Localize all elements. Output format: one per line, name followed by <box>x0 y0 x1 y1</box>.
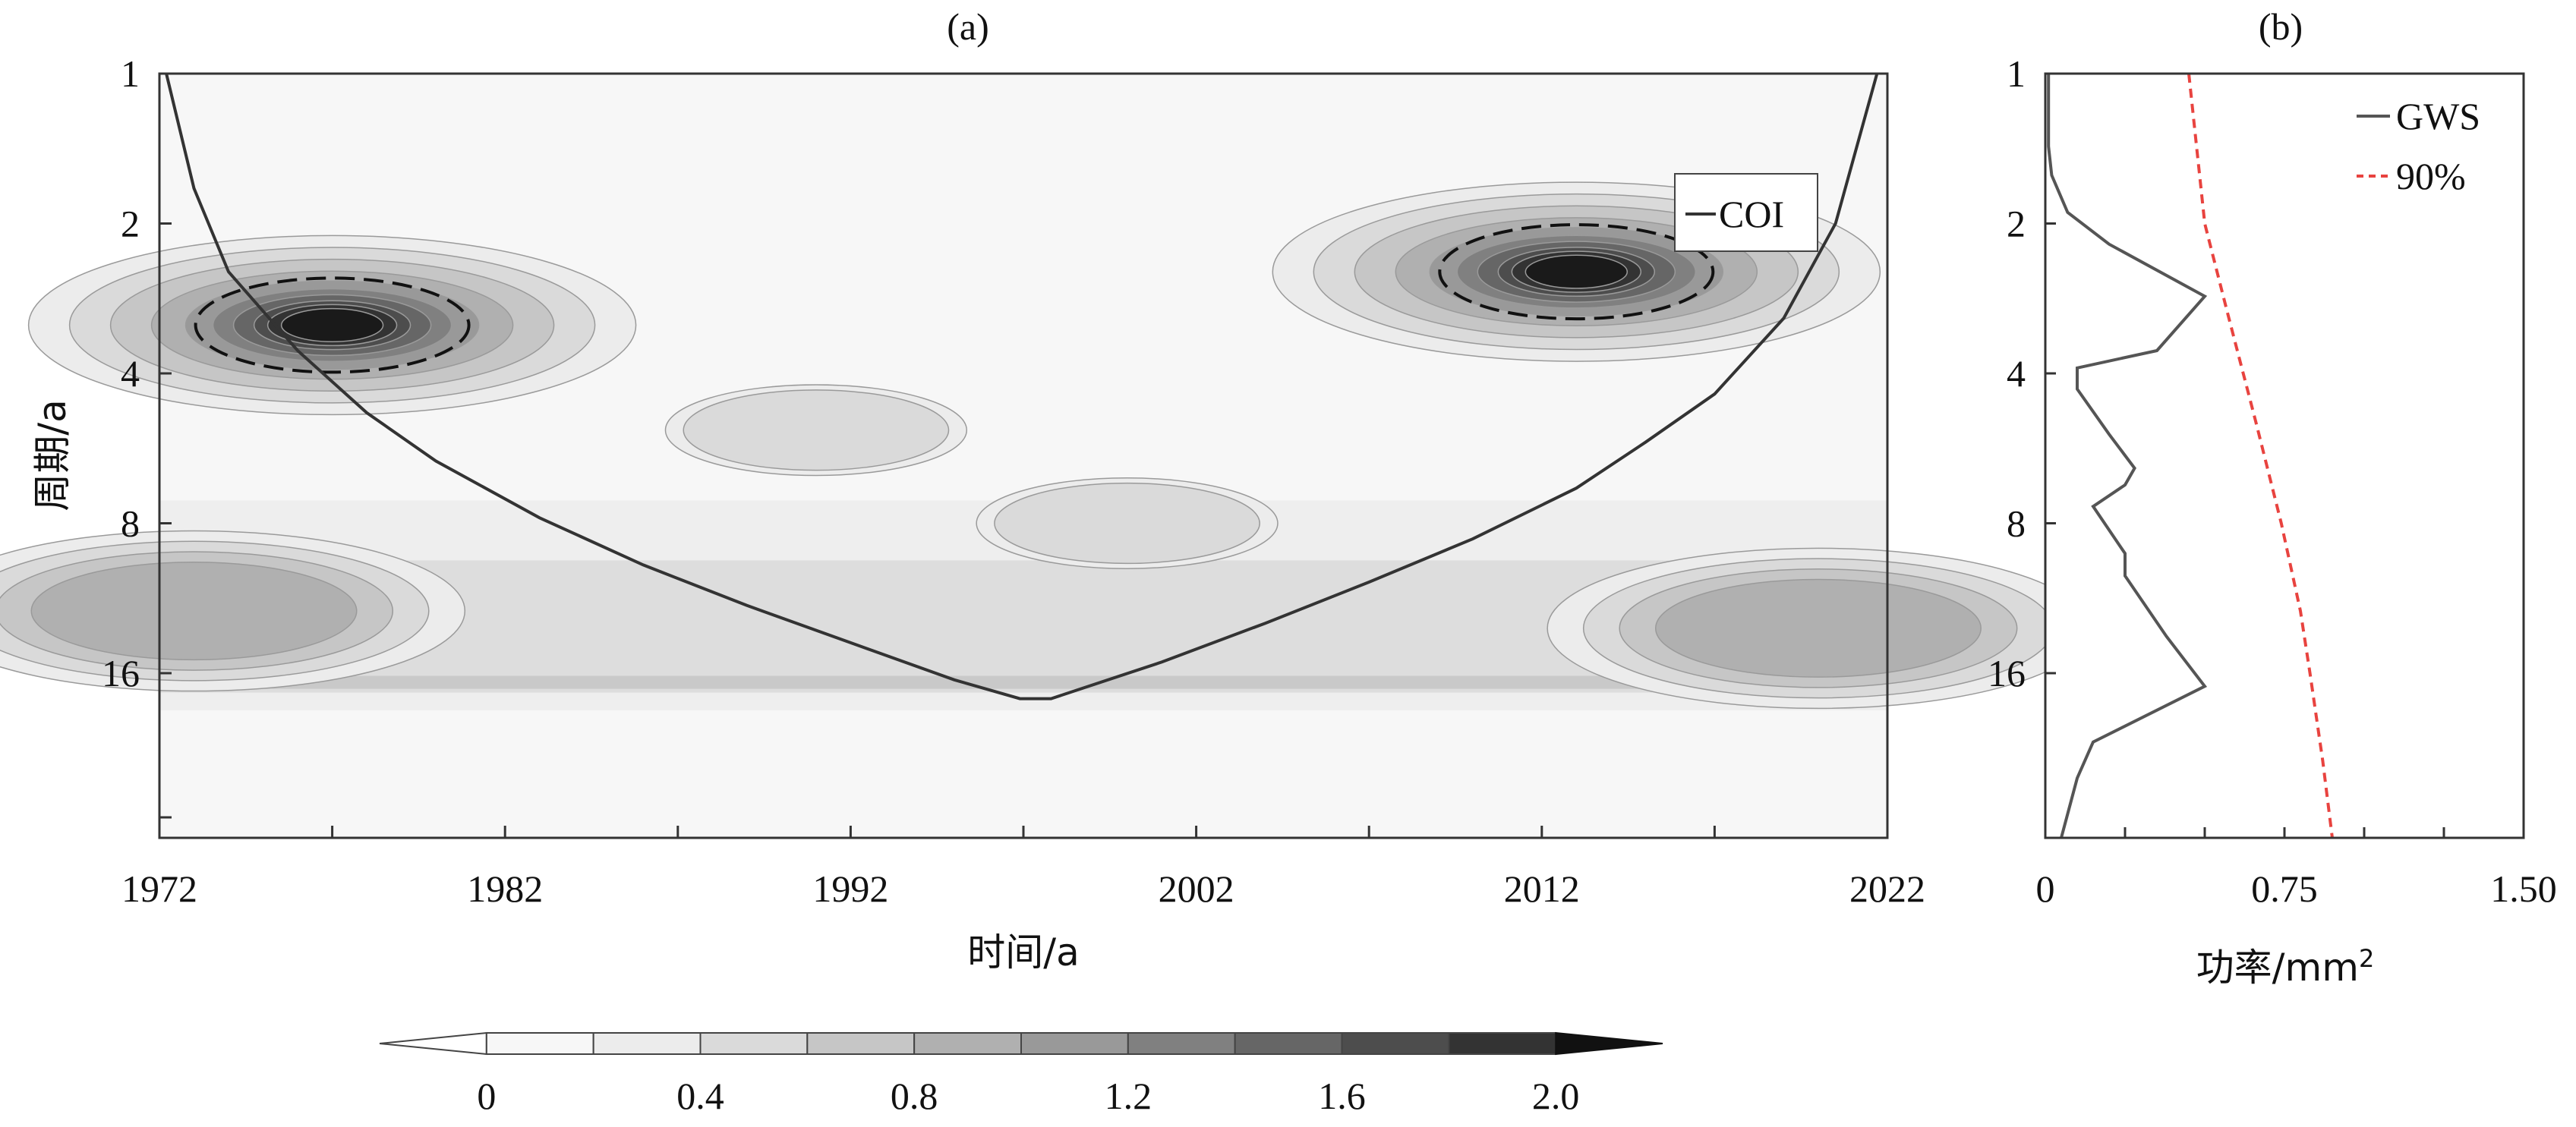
y-tick-label: 8 <box>121 502 140 545</box>
colorbar-tick-labels: 0 0.4 0.8 1.2 1.6 2.0 <box>477 1075 1579 1117</box>
colorbar-segment <box>1234 1032 1343 1055</box>
y-tick-label: 2 <box>121 203 140 245</box>
colorbar-high-cap <box>1555 1031 1663 1056</box>
y-tick-label: 1 <box>121 52 140 95</box>
colorbar-segment <box>485 1032 594 1055</box>
y-tick-label: 8 <box>2007 502 2026 545</box>
spectrum-series <box>2047 73 2334 839</box>
colorbar-tick-label: 0 <box>477 1075 496 1117</box>
panel-b-label: (b) <box>2259 5 2303 48</box>
x-tick-label: 0.75 <box>2251 867 2318 910</box>
colorbar-segment <box>699 1032 809 1055</box>
wavelet-plot: 1972 1982 1992 2002 2012 2022 1 2 4 8 16 COI <box>0 52 2090 910</box>
gws-line <box>2047 74 2208 839</box>
power-contour <box>280 307 384 342</box>
colorbar-tick-label: 2.0 <box>1532 1075 1580 1117</box>
power-contour <box>683 389 950 471</box>
significance-contour <box>1438 223 1715 321</box>
y-tick-label: 16 <box>102 652 140 694</box>
coi-legend: COI <box>1674 173 1818 252</box>
power-contours <box>0 181 2090 710</box>
significance-90-line <box>2187 73 2334 839</box>
y-tick-label: 2 <box>2007 203 2026 245</box>
y-tick-label: 1 <box>2007 52 2026 95</box>
coi-layer <box>165 73 1879 700</box>
power-band <box>159 675 1887 689</box>
colorbar-segment <box>1341 1032 1450 1055</box>
x-tick-label: 2022 <box>1849 867 1925 910</box>
coi-legend-label: COI <box>1719 193 1784 235</box>
colorbar-segment <box>806 1032 916 1055</box>
colorbar-low-cap <box>379 1031 487 1056</box>
colorbar-segment <box>913 1032 1022 1055</box>
colorbar-segment <box>592 1032 702 1055</box>
x-tick-label: 1992 <box>812 867 888 910</box>
y-tick-label: 4 <box>121 352 140 395</box>
x-tick-label: 1982 <box>467 867 543 910</box>
x-tick-label: 1972 <box>121 867 197 910</box>
x-axis-title-b: 功率/mm2 <box>2196 944 2375 990</box>
y-axis-ticks: 1 2 4 8 16 <box>102 52 172 819</box>
y-tick-label: 4 <box>2007 352 2026 395</box>
x-tick-label: 2002 <box>1159 867 1234 910</box>
global-spectrum-plot: 0 0.75 1.50 1 2 4 8 16 GWS 90% <box>1988 52 2557 910</box>
gws-legend-label: GWS <box>2396 95 2480 137</box>
colorbar-segment <box>1020 1032 1129 1055</box>
x-tick-label: 1.50 <box>2490 867 2557 910</box>
spectrum-y-ticks: 1 2 4 8 16 <box>1988 52 2056 694</box>
panel-a-label: (a) <box>947 5 989 48</box>
power-contour <box>30 561 358 661</box>
x-tick-label: 2012 <box>1504 867 1580 910</box>
significance-contour <box>194 276 471 374</box>
colorbar-tick-label: 1.2 <box>1105 1075 1152 1117</box>
y-axis-title-a: 周期/a <box>30 399 74 512</box>
colorbar-segment <box>1127 1032 1236 1055</box>
colorbar-tick-label: 0.4 <box>676 1075 724 1117</box>
spectrum-legend: GWS 90% <box>2357 95 2480 197</box>
colorbar <box>379 1031 1663 1056</box>
power-contour <box>1524 254 1629 289</box>
colorbar-segment <box>1448 1032 1557 1055</box>
colorbar-tick-label: 1.6 <box>1318 1075 1366 1117</box>
coi-curve <box>165 73 1879 700</box>
p90-legend-label: 90% <box>2396 155 2466 197</box>
x-axis-ticks: 1972 1982 1992 2002 2012 2022 <box>121 826 1925 910</box>
power-contour <box>1654 578 1982 678</box>
spectrum-x-ticks: 0 0.75 1.50 <box>2036 827 2557 910</box>
x-tick-label: 0 <box>2036 867 2055 910</box>
colorbar-tick-label: 0.8 <box>891 1075 938 1117</box>
y-tick-label: 16 <box>1988 652 2026 694</box>
power-contour <box>994 482 1260 565</box>
x-axis-title-a: 时间/a <box>967 930 1080 974</box>
